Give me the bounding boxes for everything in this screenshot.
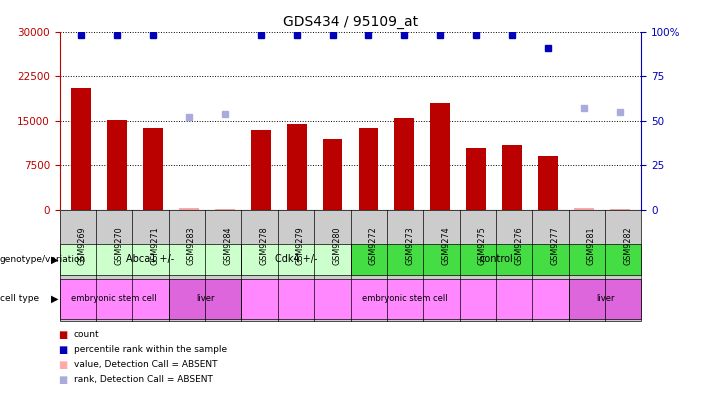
Text: GSM9269: GSM9269 (78, 227, 87, 265)
Bar (395, 118, 414, 210)
Title: GDS434 / 95109_at: GDS434 / 95109_at (283, 15, 418, 29)
Text: ■: ■ (58, 375, 68, 385)
Text: GSM9277: GSM9277 (550, 227, 559, 265)
Bar (179, 208, 199, 210)
Bar (72, 88, 91, 210)
Text: Cdk4 +/-: Cdk4 +/- (275, 254, 318, 265)
Bar (287, 124, 306, 210)
Bar (502, 145, 522, 210)
Text: embryonic stem cell: embryonic stem cell (362, 295, 448, 303)
Text: GSM9275: GSM9275 (478, 227, 486, 265)
Text: ■: ■ (58, 360, 68, 370)
Text: ■: ■ (58, 345, 68, 355)
Text: liver: liver (196, 295, 215, 303)
Bar (322, 139, 342, 210)
Bar (466, 147, 486, 210)
Text: value, Detection Call = ABSENT: value, Detection Call = ABSENT (74, 360, 217, 369)
Bar (107, 120, 127, 210)
Text: liver: liver (596, 295, 614, 303)
Text: GSM9278: GSM9278 (259, 227, 268, 265)
Text: GSM9283: GSM9283 (187, 227, 196, 265)
Text: GSM9276: GSM9276 (514, 227, 523, 265)
Bar (538, 156, 558, 210)
Text: GSM9284: GSM9284 (223, 227, 232, 265)
Text: GSM9272: GSM9272 (369, 227, 378, 265)
Text: GSM9279: GSM9279 (296, 227, 305, 265)
Text: count: count (74, 330, 100, 339)
Text: GSM9282: GSM9282 (623, 227, 632, 265)
Bar (574, 208, 594, 210)
Bar (359, 128, 379, 210)
Text: Abca1 +/-: Abca1 +/- (126, 254, 175, 265)
Text: ▶: ▶ (51, 254, 59, 265)
Text: genotype/variation: genotype/variation (0, 255, 86, 264)
Text: ▶: ▶ (51, 294, 59, 304)
Bar (251, 129, 271, 210)
Text: GSM9281: GSM9281 (587, 227, 596, 265)
Text: ■: ■ (58, 329, 68, 340)
Text: percentile rank within the sample: percentile rank within the sample (74, 345, 226, 354)
Text: GSM9271: GSM9271 (151, 227, 160, 265)
Bar (610, 209, 629, 210)
Bar (215, 209, 235, 210)
Text: cell type: cell type (0, 295, 39, 303)
Text: embryonic stem cell: embryonic stem cell (72, 295, 157, 303)
Text: GSM9273: GSM9273 (405, 227, 414, 265)
Text: rank, Detection Call = ABSENT: rank, Detection Call = ABSENT (74, 375, 212, 384)
Text: GSM9270: GSM9270 (114, 227, 123, 265)
Text: GSM9274: GSM9274 (442, 227, 451, 265)
Bar (143, 128, 163, 210)
Text: control: control (479, 254, 513, 265)
Bar (430, 103, 450, 210)
Text: GSM9280: GSM9280 (332, 227, 341, 265)
